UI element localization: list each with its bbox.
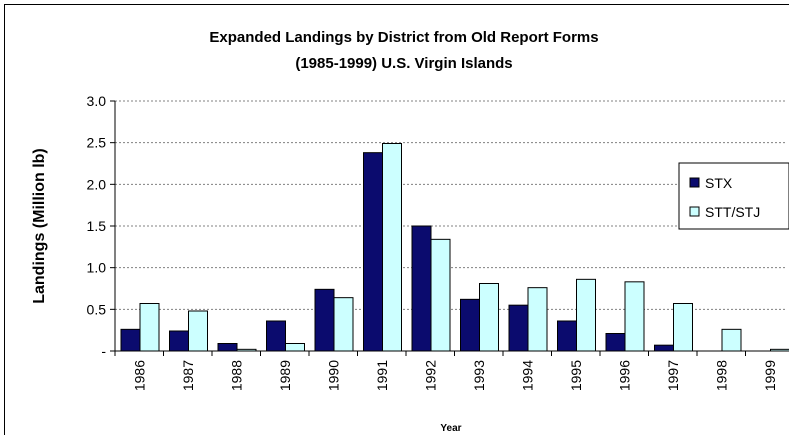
bar-stx bbox=[363, 152, 383, 352]
chart-subtitle: (1985-1999) U.S. Virgin Islands bbox=[295, 55, 512, 72]
y-tick-label: 1.0 bbox=[87, 260, 107, 276]
bar-stx bbox=[217, 343, 238, 352]
x-tick-label: 1993 bbox=[471, 360, 487, 391]
bar-stt-stj bbox=[624, 281, 645, 352]
x-tick-label: 1987 bbox=[180, 360, 196, 391]
x-tick-label: 1989 bbox=[277, 360, 293, 391]
bar-stt-stj bbox=[430, 238, 451, 352]
bar-stt-stj bbox=[333, 297, 354, 352]
x-tick-label: 1992 bbox=[422, 360, 438, 391]
bar-stx bbox=[266, 320, 286, 352]
y-tick-label: 0.5 bbox=[87, 301, 107, 317]
x-tick-label: 1986 bbox=[131, 360, 147, 391]
bar-stx bbox=[314, 288, 335, 352]
bar-stx bbox=[557, 320, 577, 352]
x-tick-label: 1995 bbox=[568, 360, 584, 391]
bar-stx bbox=[411, 225, 432, 352]
legend-label-stt-stj: STT/STJ bbox=[705, 204, 760, 220]
legend-label-stx: STX bbox=[705, 175, 733, 191]
legend-swatch-stx bbox=[689, 177, 700, 188]
bar-stt-stj bbox=[479, 283, 499, 352]
y-tick-label: 2.5 bbox=[87, 135, 107, 151]
y-tick-label: 1.5 bbox=[87, 218, 107, 234]
x-tick-label: 1999 bbox=[762, 360, 778, 391]
bar-stt-stj bbox=[285, 343, 305, 352]
bar-stt-stj bbox=[527, 287, 548, 352]
bar-stt-stj bbox=[188, 310, 208, 352]
bar-stx bbox=[605, 333, 626, 352]
legend-swatch-stt-stj bbox=[689, 206, 700, 217]
bar-stt-stj bbox=[673, 303, 693, 352]
y-tick-label: - bbox=[101, 343, 106, 359]
x-tick-label: 1996 bbox=[616, 360, 632, 391]
legend-box bbox=[678, 162, 789, 230]
bar-stx bbox=[169, 330, 189, 352]
bar-stx bbox=[508, 304, 529, 352]
bar-stx bbox=[654, 344, 674, 352]
chart-title: Expanded Landings by District from Old R… bbox=[209, 29, 598, 46]
bar-stt-stj bbox=[382, 143, 402, 352]
bar-stx bbox=[460, 298, 480, 352]
x-tick-label: 1997 bbox=[665, 360, 681, 391]
x-tick-label: 1991 bbox=[374, 360, 390, 391]
bar-stt-stj bbox=[721, 328, 742, 352]
y-tick-label: 3.0 bbox=[87, 93, 107, 109]
y-tick-label: 2.0 bbox=[87, 176, 107, 192]
legend: STX STT/STJ bbox=[678, 162, 789, 230]
bar-stt-stj bbox=[139, 303, 160, 352]
x-tick-label: 1998 bbox=[713, 360, 729, 391]
x-tick-label: 1990 bbox=[325, 360, 341, 391]
x-tick-label: 1994 bbox=[519, 360, 535, 391]
x-axis-label: Year bbox=[440, 423, 461, 434]
y-axis-label: Landings (Million lb) bbox=[31, 148, 48, 304]
bar-stx bbox=[120, 328, 141, 352]
x-tick-label: 1988 bbox=[228, 360, 244, 391]
bar-stt-stj bbox=[576, 278, 596, 352]
